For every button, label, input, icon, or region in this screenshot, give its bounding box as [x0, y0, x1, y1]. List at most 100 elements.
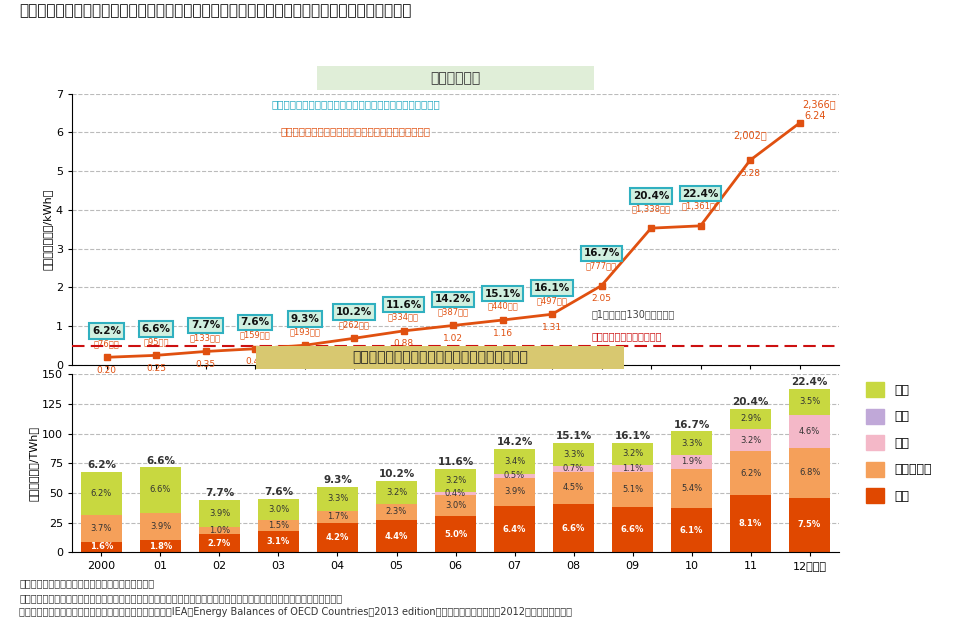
Bar — [612, 442, 653, 464]
Bar — [612, 507, 653, 552]
Bar — [140, 512, 181, 540]
Bar — [494, 477, 535, 506]
Text: 6.1%: 6.1% — [680, 525, 703, 535]
Bar — [494, 506, 535, 552]
Text: 15.1%: 15.1% — [484, 289, 521, 299]
Text: 16.7%: 16.7% — [673, 419, 710, 429]
Text: 22.4%: 22.4% — [791, 378, 828, 388]
Bar — [316, 523, 358, 552]
Text: 6.6%: 6.6% — [620, 525, 644, 534]
Text: 0.4%: 0.4% — [445, 489, 466, 498]
Text: （193円）: （193円） — [289, 327, 320, 336]
Text: 3.0%: 3.0% — [268, 505, 289, 514]
Text: 2,366円: 2,366円 — [802, 99, 835, 109]
Bar — [258, 520, 299, 531]
Text: 14.2%: 14.2% — [434, 294, 471, 304]
Text: 0.88: 0.88 — [393, 339, 413, 348]
Bar — [553, 472, 595, 504]
Text: 1.31: 1.31 — [542, 323, 562, 332]
Text: 0.7%: 0.7% — [563, 464, 584, 474]
Text: 6.6%: 6.6% — [142, 324, 171, 334]
Bar — [434, 492, 477, 495]
Bar — [494, 474, 535, 477]
Text: 1.7%: 1.7% — [327, 512, 348, 521]
Text: （497円）: （497円） — [537, 296, 568, 305]
Text: 発電電力量に占める再生可能エネルギーの割合: 発電電力量に占める再生可能エネルギーの割合 — [352, 351, 528, 364]
Text: 2.3%: 2.3% — [386, 507, 408, 517]
Text: 6.2%: 6.2% — [91, 489, 112, 498]
Text: 4.6%: 4.6% — [799, 427, 820, 436]
Bar — [316, 510, 358, 523]
Text: 10.2%: 10.2% — [379, 469, 414, 479]
Bar — [316, 487, 358, 510]
Text: 6.6%: 6.6% — [562, 524, 585, 533]
Text: （133円）: （133円） — [190, 333, 222, 342]
Bar — [553, 466, 595, 472]
Text: 7.5%: 7.5% — [798, 520, 821, 530]
Text: 3.3%: 3.3% — [327, 494, 348, 504]
Text: 4.5%: 4.5% — [563, 484, 584, 492]
Text: 0.25: 0.25 — [146, 364, 166, 373]
Text: 3.7%: 3.7% — [91, 524, 112, 533]
Text: 現在の日本の賦課金の水準: 現在の日本の賦課金の水準 — [592, 331, 662, 341]
Text: 6.6%: 6.6% — [150, 485, 171, 494]
Text: 3.2%: 3.2% — [622, 449, 643, 458]
Text: 20.4%: 20.4% — [733, 397, 769, 407]
Text: （777円）: （777円） — [586, 261, 617, 271]
Bar — [81, 542, 122, 552]
Text: 14.2%: 14.2% — [497, 437, 533, 447]
Text: 9.3%: 9.3% — [291, 314, 319, 324]
Y-axis label: （ユーロセント/kWh）: （ユーロセント/kWh） — [43, 188, 53, 270]
Text: 0.5%: 0.5% — [504, 471, 526, 480]
Text: 1.6%: 1.6% — [90, 542, 113, 552]
Bar — [789, 448, 830, 498]
Text: 0.42: 0.42 — [246, 358, 265, 366]
Text: 5.0%: 5.0% — [444, 530, 467, 539]
Text: 0.51: 0.51 — [294, 354, 315, 363]
Text: 4.4%: 4.4% — [385, 532, 409, 541]
Text: 3.3%: 3.3% — [681, 439, 702, 447]
Text: （1ユーロ＝130円で計算）: （1ユーロ＝130円で計算） — [592, 310, 675, 319]
Bar — [612, 464, 653, 472]
Text: （334円）: （334円） — [388, 313, 419, 322]
Text: （四角内は発電電力量に占める再生可能エネルギーの割合）: （四角内は発電電力量に占める再生可能エネルギーの割合） — [271, 99, 440, 109]
Text: 7.7%: 7.7% — [205, 489, 234, 499]
Bar — [199, 500, 240, 527]
Text: 3.0%: 3.0% — [445, 501, 466, 510]
Text: 9.3%: 9.3% — [323, 475, 352, 485]
Bar — [494, 449, 535, 474]
Bar — [434, 469, 477, 492]
Text: 7.7%: 7.7% — [191, 320, 221, 330]
Text: 1.02: 1.02 — [443, 334, 463, 343]
Bar — [376, 504, 417, 520]
Text: 7.6%: 7.6% — [264, 487, 293, 497]
Text: 7.6%: 7.6% — [241, 318, 269, 328]
Text: 8.1%: 8.1% — [739, 519, 762, 529]
Text: 3.9%: 3.9% — [209, 509, 230, 518]
Bar — [199, 534, 240, 552]
Bar — [140, 467, 181, 512]
Bar — [730, 429, 771, 452]
Text: 1.1%: 1.1% — [622, 464, 643, 473]
Bar — [376, 520, 417, 552]
Text: 3.2%: 3.2% — [386, 487, 408, 497]
Bar — [671, 469, 713, 508]
Text: 6.6%: 6.6% — [146, 456, 175, 466]
Text: 資料：ドイツ連邦環境・自然保護・原子炉安全省資料及びIEA、Energy Balances of OECD Countries（2013 edition）より経: 資料：ドイツ連邦環境・自然保護・原子炉安全省資料及びIEA、Energy Bal… — [19, 607, 573, 617]
Text: 16.1%: 16.1% — [615, 431, 651, 441]
Legend: 水力, 地熱, 太陽, バイオマス, 風力: 水力, 地熱, 太陽, バイオマス, 風力 — [861, 377, 937, 509]
Bar — [789, 389, 830, 415]
Text: 0.35: 0.35 — [196, 360, 216, 369]
Bar — [730, 495, 771, 552]
Text: 5.28: 5.28 — [740, 169, 760, 178]
Text: 1.16: 1.16 — [493, 329, 513, 338]
Bar — [553, 442, 595, 466]
Text: （159円）: （159円） — [240, 331, 270, 339]
Bar — [434, 495, 477, 516]
Text: 11.6%: 11.6% — [386, 300, 422, 310]
Bar — [789, 498, 830, 552]
Text: 10.2%: 10.2% — [336, 307, 372, 317]
Text: （括弧内は平均家庭あたりの月額負担額（円換算））: （括弧内は平均家庭あたりの月額負担額（円換算）） — [281, 126, 431, 136]
Text: （95円）: （95円） — [143, 337, 169, 346]
Bar — [81, 472, 122, 515]
